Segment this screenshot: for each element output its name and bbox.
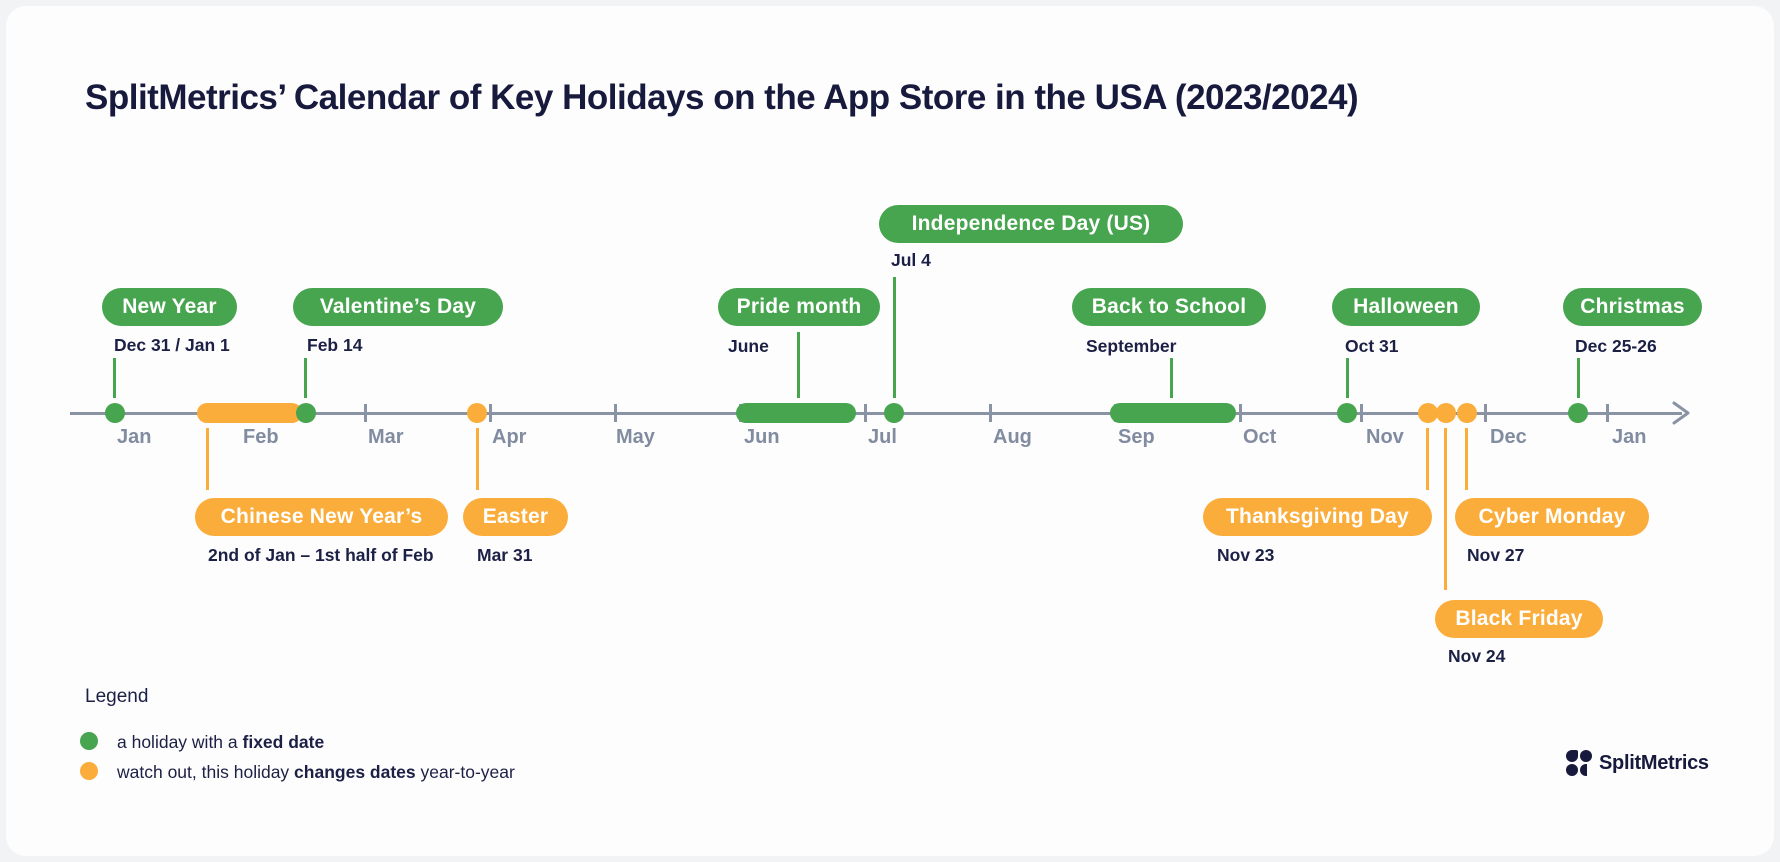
independence-day-connector xyxy=(893,277,896,398)
month-label-nov: Nov xyxy=(1366,426,1404,448)
legend-title: Legend xyxy=(85,686,149,707)
independence-day-dot xyxy=(884,403,904,423)
easter-dot xyxy=(467,403,487,423)
valentines-day-dot xyxy=(296,403,316,423)
halloween-dot xyxy=(1337,403,1357,423)
month-tick xyxy=(1606,404,1609,422)
black-friday-connector xyxy=(1444,428,1447,590)
valentines-day-connector xyxy=(304,358,307,398)
pride-month-date: June xyxy=(728,336,769,356)
splitmetrics-logo-icon xyxy=(1566,750,1592,777)
month-tick xyxy=(864,404,867,422)
easter-pill: Easter xyxy=(463,498,568,536)
card-background xyxy=(6,6,1774,856)
thanksgiving-pill: Thanksgiving Day xyxy=(1203,498,1432,536)
chinese-new-year-range-bar xyxy=(197,403,302,423)
independence-day-date: Jul 4 xyxy=(891,250,931,270)
page-title: SplitMetrics’ Calendar of Key Holidays o… xyxy=(85,78,1359,117)
axis-arrow-icon xyxy=(1672,401,1690,425)
chinese-new-year-connector xyxy=(206,428,209,490)
thanksgiving-dot xyxy=(1418,403,1438,423)
halloween-connector xyxy=(1346,358,1349,398)
easter-connector xyxy=(476,428,479,490)
month-tick xyxy=(614,404,617,422)
cyber-monday-date: Nov 27 xyxy=(1467,545,1525,565)
halloween-date: Oct 31 xyxy=(1345,336,1399,356)
legend-fixed-dot-icon xyxy=(80,732,98,750)
month-tick xyxy=(1239,404,1242,422)
month-tick xyxy=(489,404,492,422)
thanksgiving-connector xyxy=(1426,428,1429,490)
month-label-mar: Mar xyxy=(368,426,404,448)
cyber-monday-dot xyxy=(1457,403,1477,423)
month-label-jan2: Jan xyxy=(1612,426,1647,448)
legend-changing-text-prefix: watch out, this holiday xyxy=(117,762,295,782)
christmas-connector xyxy=(1577,358,1580,398)
legend-changing-dot-icon xyxy=(80,762,98,780)
chinese-new-year-pill: Chinese New Year’s xyxy=(195,498,448,536)
valentines-day-pill: Valentine’s Day xyxy=(293,288,503,326)
independence-day-pill: Independence Day (US) xyxy=(879,205,1183,243)
month-label-dec: Dec xyxy=(1490,426,1527,448)
back-to-school-range-bar xyxy=(1110,403,1236,423)
legend-changing-text-suffix: year-to-year xyxy=(415,762,515,782)
easter-date: Mar 31 xyxy=(477,545,533,565)
legend-changing-text: watch out, this holiday changes dates ye… xyxy=(117,762,515,783)
pride-month-range-bar xyxy=(736,403,856,423)
timeline-axis xyxy=(70,412,1682,415)
month-tick xyxy=(989,404,992,422)
month-label-jan: Jan xyxy=(117,426,152,448)
valentines-day-date: Feb 14 xyxy=(307,335,363,355)
month-label-feb: Feb xyxy=(243,426,279,448)
month-label-jun: Jun xyxy=(744,426,780,448)
cyber-monday-connector xyxy=(1465,428,1468,490)
new-year-dot xyxy=(105,403,125,423)
thanksgiving-date: Nov 23 xyxy=(1217,545,1275,565)
month-label-oct: Oct xyxy=(1243,426,1277,448)
cyber-monday-pill: Cyber Monday xyxy=(1455,498,1649,536)
black-friday-pill: Black Friday xyxy=(1435,600,1603,638)
back-to-school-date: September xyxy=(1086,336,1177,356)
legend-fixed-text-bold: fixed date xyxy=(242,732,325,752)
month-label-aug: Aug xyxy=(993,426,1032,448)
christmas-pill: Christmas xyxy=(1563,288,1702,326)
black-friday-dot xyxy=(1436,403,1456,423)
month-label-jul: Jul xyxy=(868,426,897,448)
legend-fixed-text-prefix: a holiday with a xyxy=(117,732,243,752)
month-label-sep: Sep xyxy=(1118,426,1155,448)
month-label-may: May xyxy=(616,426,655,448)
month-tick xyxy=(1360,404,1363,422)
new-year-pill: New Year xyxy=(102,288,237,326)
splitmetrics-logo-text: SplitMetrics xyxy=(1599,752,1709,774)
back-to-school-connector xyxy=(1170,358,1173,398)
new-year-date: Dec 31 / Jan 1 xyxy=(114,335,230,355)
month-tick xyxy=(1484,404,1487,422)
legend-changing-text-bold: changes dates xyxy=(294,762,416,782)
christmas-date: Dec 25-26 xyxy=(1575,336,1657,356)
black-friday-date: Nov 24 xyxy=(1448,646,1506,666)
pride-month-pill: Pride month xyxy=(718,288,880,326)
month-label-apr: Apr xyxy=(492,426,527,448)
halloween-pill: Halloween xyxy=(1332,288,1480,326)
pride-month-connector xyxy=(797,332,800,398)
new-year-connector xyxy=(113,358,116,398)
legend-fixed-text: a holiday with a fixed date xyxy=(117,732,324,753)
chinese-new-year-date: 2nd of Jan – 1st half of Feb xyxy=(208,545,434,565)
christmas-dot xyxy=(1568,403,1588,423)
splitmetrics-logo: SplitMetrics xyxy=(1566,750,1709,777)
back-to-school-pill: Back to School xyxy=(1072,288,1266,326)
month-tick xyxy=(364,404,367,422)
